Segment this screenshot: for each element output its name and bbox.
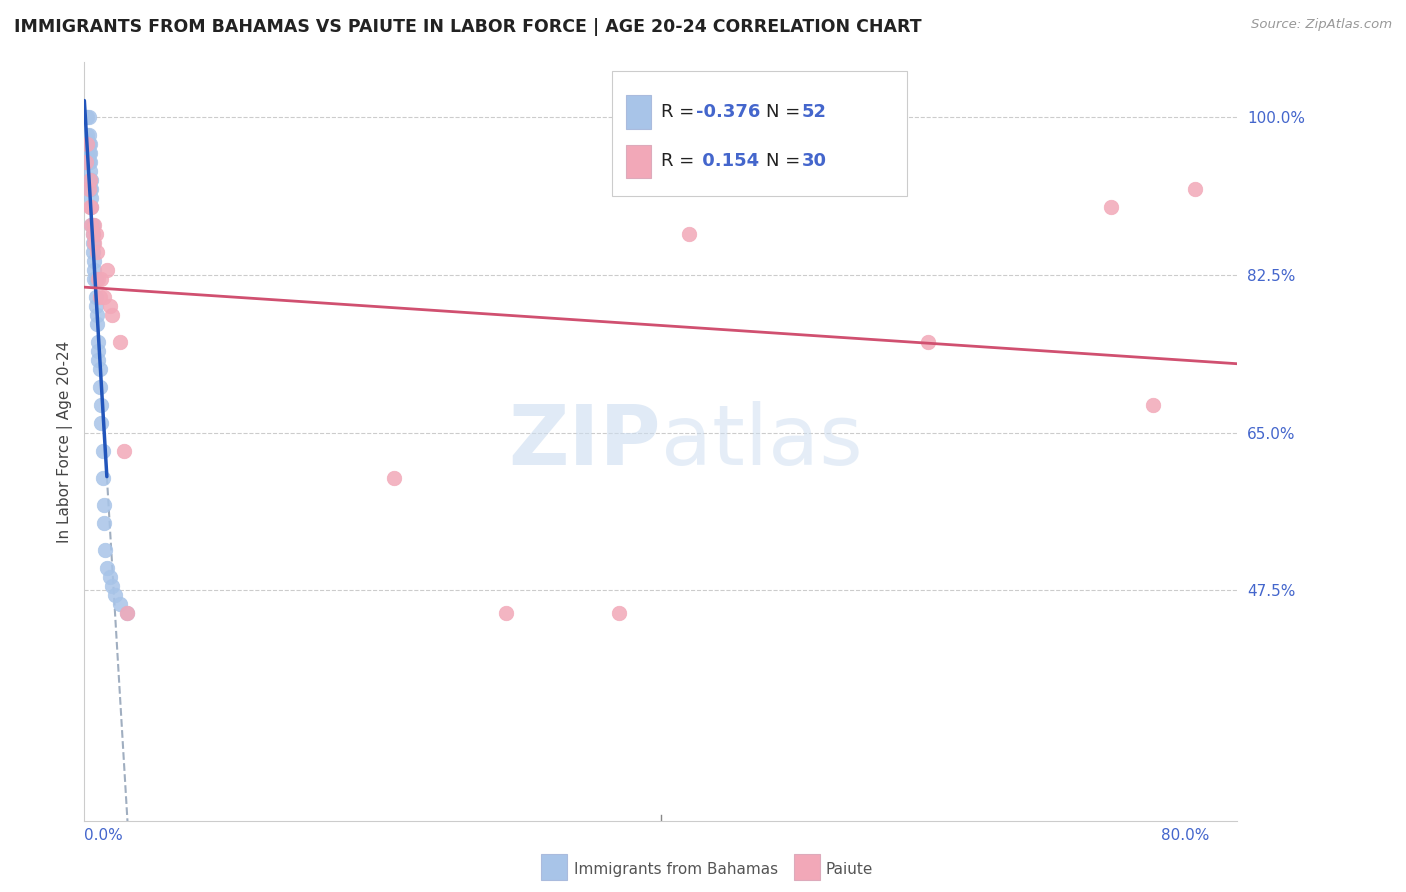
Point — [1184, 182, 1206, 196]
Point — [80, 218, 103, 232]
Text: Paiute: Paiute — [825, 863, 873, 877]
Point — [80, 182, 103, 196]
Text: N =: N = — [766, 153, 806, 170]
Point — [90, 399, 112, 413]
Point — [87, 353, 110, 368]
Point — [104, 588, 127, 602]
Text: atlas: atlas — [661, 401, 862, 482]
Point — [79, 182, 101, 196]
Text: -0.376: -0.376 — [696, 103, 761, 121]
Point — [83, 263, 105, 277]
Point — [77, 128, 100, 142]
Point — [93, 290, 115, 304]
Point — [84, 299, 107, 313]
Text: 0.0%: 0.0% — [84, 828, 124, 843]
Point — [83, 254, 105, 268]
Point — [83, 235, 105, 250]
Point — [87, 344, 110, 359]
Point — [75, 110, 97, 124]
Text: N =: N = — [766, 103, 806, 121]
Point — [607, 606, 630, 620]
Point — [80, 173, 103, 187]
Point — [108, 597, 131, 611]
Point — [77, 110, 100, 124]
Point — [77, 136, 100, 151]
Point — [115, 606, 138, 620]
Point — [112, 443, 135, 458]
Point — [1142, 399, 1164, 413]
Point — [96, 263, 118, 277]
Point — [84, 272, 107, 286]
Point — [382, 470, 405, 484]
Point — [86, 308, 108, 322]
Point — [80, 200, 103, 214]
Point — [80, 191, 103, 205]
Y-axis label: In Labor Force | Age 20-24: In Labor Force | Age 20-24 — [58, 341, 73, 542]
Point — [79, 136, 101, 151]
Text: R =: R = — [661, 103, 700, 121]
Point — [79, 154, 101, 169]
Point — [91, 470, 114, 484]
Point — [76, 136, 98, 151]
Point — [87, 335, 110, 350]
Text: Immigrants from Bahamas: Immigrants from Bahamas — [574, 863, 778, 877]
Point — [83, 272, 105, 286]
Point — [79, 173, 101, 187]
Point — [84, 227, 107, 241]
Point — [82, 227, 104, 241]
Point — [89, 290, 111, 304]
Text: 80.0%: 80.0% — [1161, 828, 1209, 843]
Point — [917, 335, 939, 350]
Point — [82, 227, 104, 241]
Text: 52: 52 — [801, 103, 827, 121]
Point — [77, 145, 100, 160]
Point — [89, 362, 111, 376]
Point — [91, 443, 114, 458]
Text: ZIP: ZIP — [509, 401, 661, 482]
Point — [79, 173, 101, 187]
Point — [1099, 200, 1122, 214]
Point — [82, 235, 104, 250]
Point — [79, 200, 101, 214]
Text: IMMIGRANTS FROM BAHAMAS VS PAIUTE IN LABOR FORCE | AGE 20-24 CORRELATION CHART: IMMIGRANTS FROM BAHAMAS VS PAIUTE IN LAB… — [14, 18, 922, 36]
Point — [80, 200, 103, 214]
Point — [76, 154, 98, 169]
Point — [98, 570, 121, 584]
Point — [101, 308, 124, 322]
Point — [76, 145, 98, 160]
Point — [98, 299, 121, 313]
Point — [101, 579, 124, 593]
Point — [83, 218, 105, 232]
Point — [76, 128, 98, 142]
Point — [90, 417, 112, 431]
Point — [84, 290, 107, 304]
Point — [79, 145, 101, 160]
Text: Source: ZipAtlas.com: Source: ZipAtlas.com — [1251, 18, 1392, 31]
Point — [93, 516, 115, 530]
Point — [96, 561, 118, 575]
Point — [495, 606, 517, 620]
Point — [75, 154, 97, 169]
Point — [87, 272, 110, 286]
Point — [82, 218, 104, 232]
Point — [82, 244, 104, 259]
Point — [76, 110, 98, 124]
Point — [93, 498, 115, 512]
Text: 0.154: 0.154 — [696, 153, 759, 170]
Point — [678, 227, 700, 241]
Point — [108, 335, 131, 350]
Point — [90, 272, 112, 286]
Point — [86, 317, 108, 331]
Point — [86, 244, 108, 259]
Point — [115, 606, 138, 620]
Point — [77, 154, 100, 169]
Point — [89, 380, 111, 394]
Point — [79, 163, 101, 178]
Point — [77, 182, 100, 196]
Text: 30: 30 — [801, 153, 827, 170]
Text: R =: R = — [661, 153, 700, 170]
Point — [80, 218, 103, 232]
Point — [75, 132, 97, 146]
Point — [94, 542, 117, 557]
